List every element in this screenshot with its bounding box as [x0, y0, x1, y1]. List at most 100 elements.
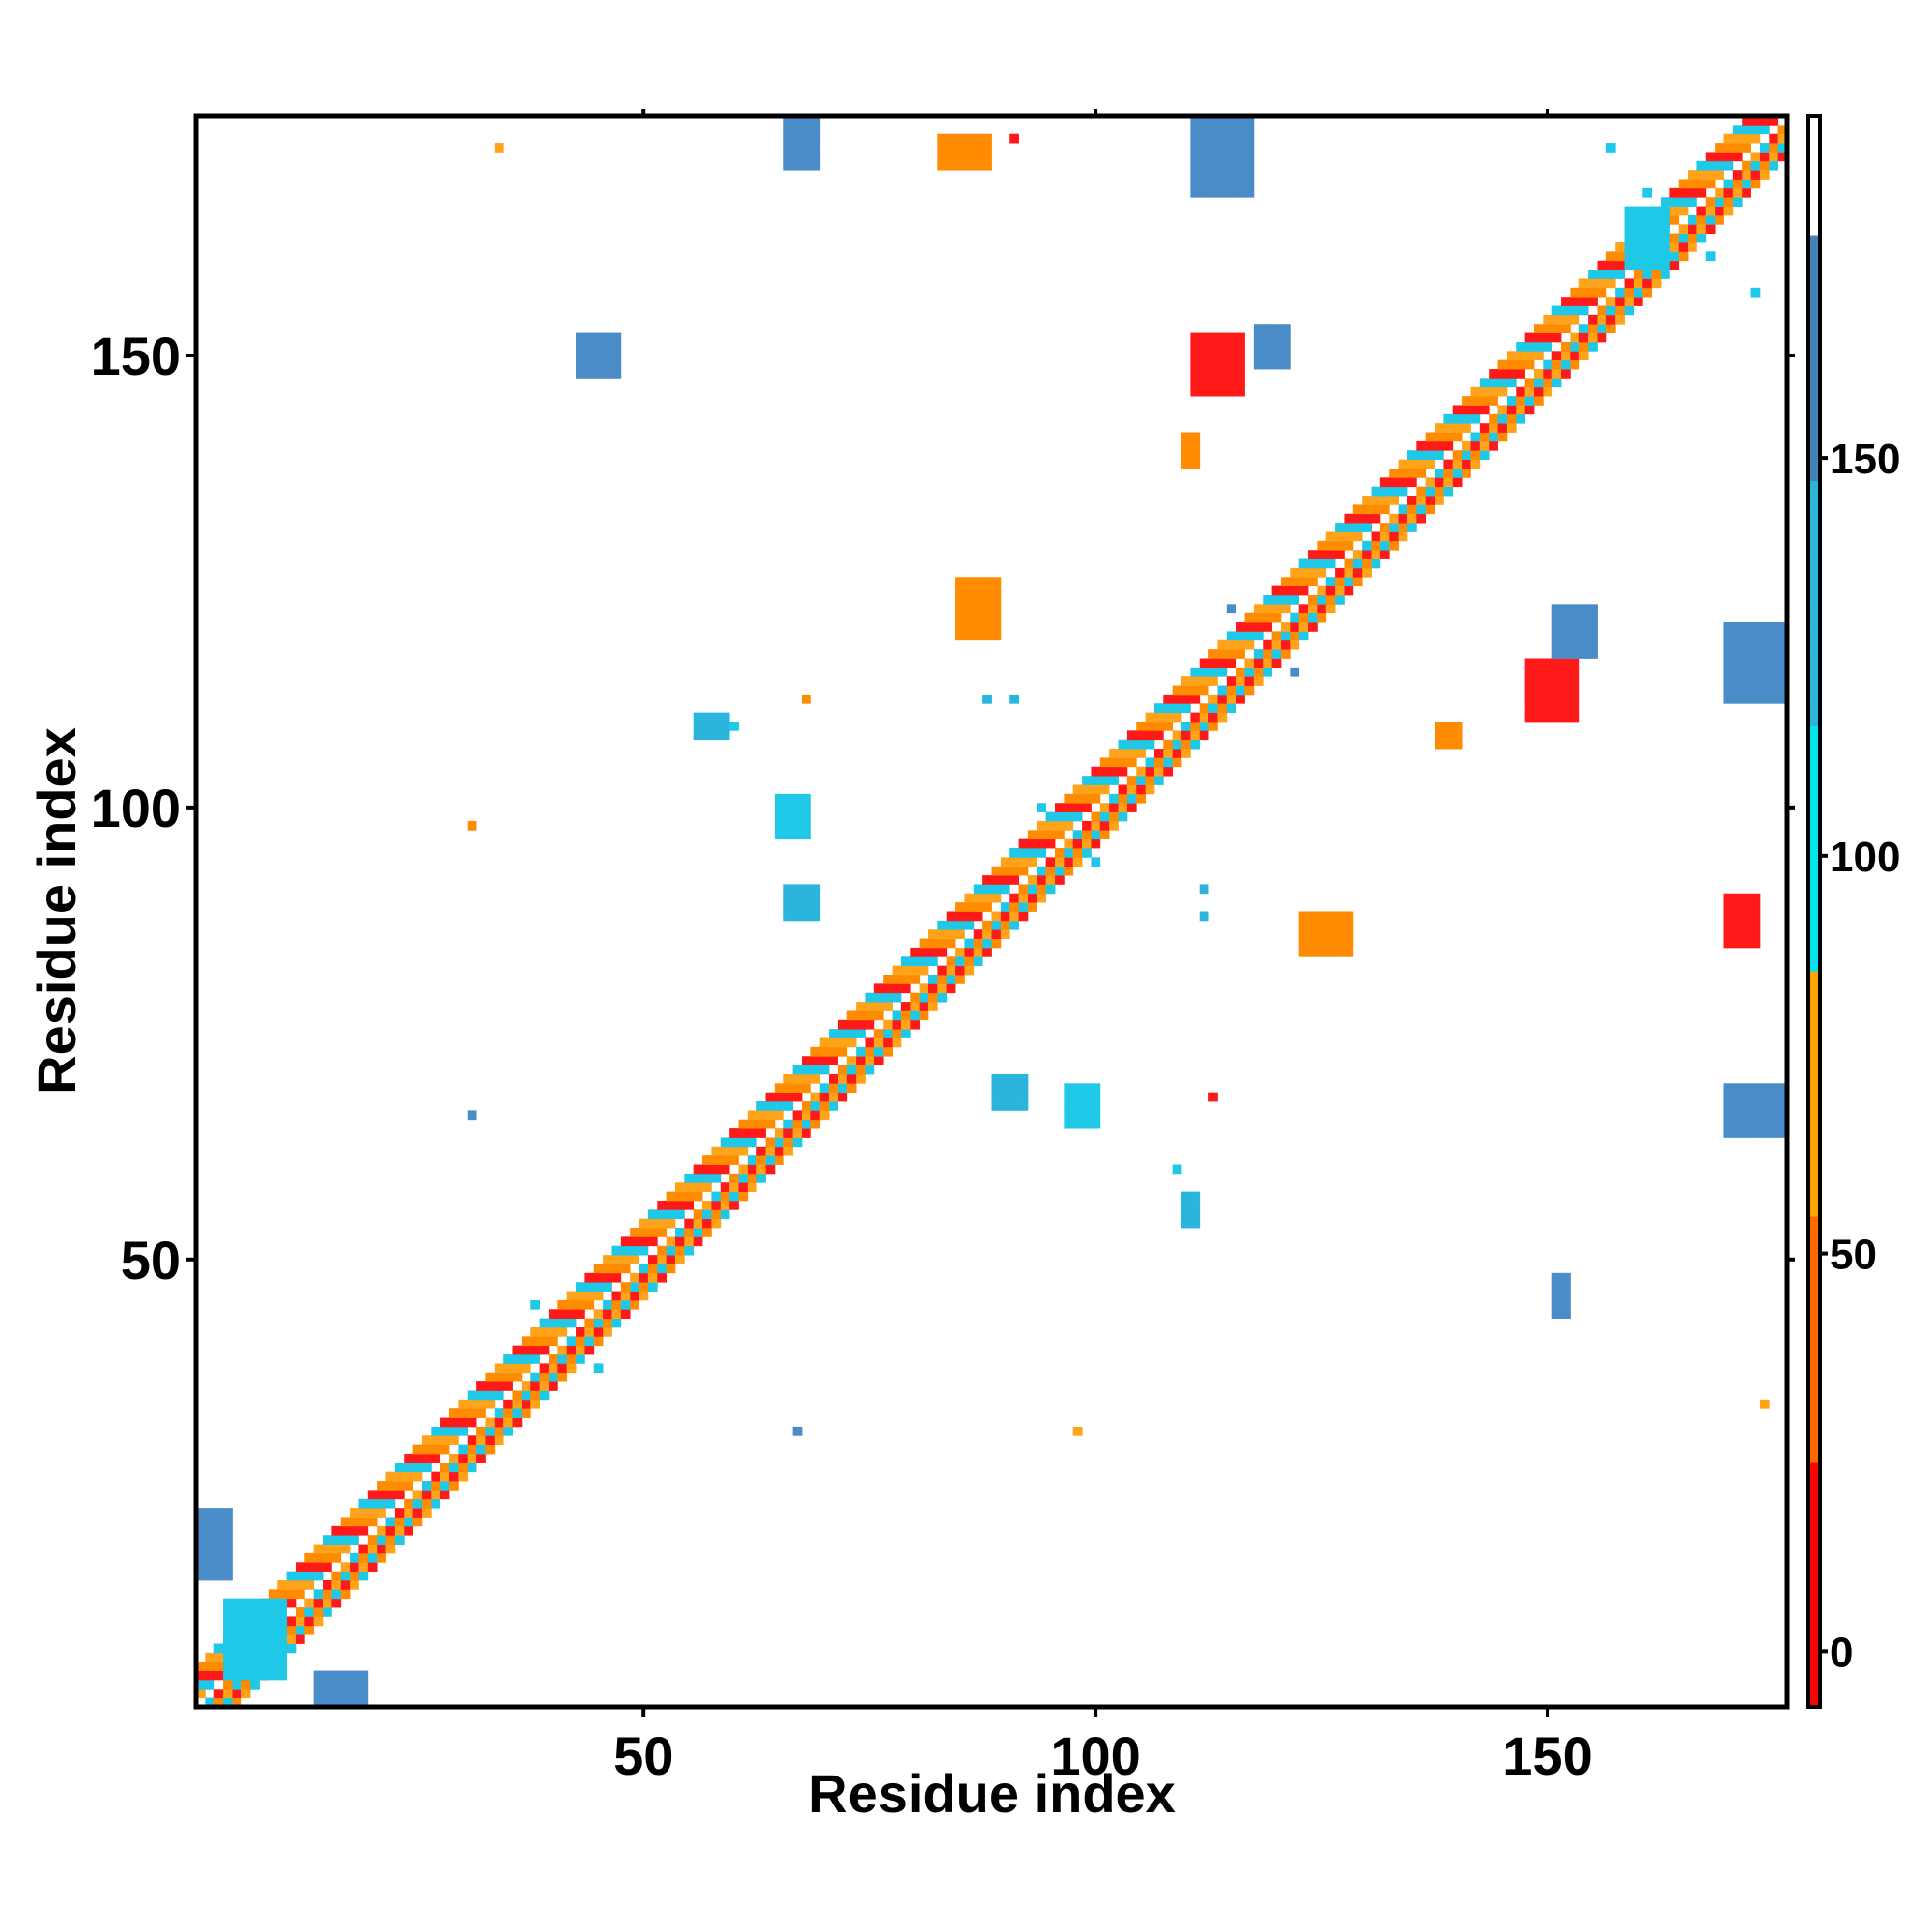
diagonal-cell	[819, 1092, 830, 1102]
contact-cell	[277, 1652, 287, 1662]
diagonal-cell	[756, 1173, 766, 1183]
contact-cell	[1524, 676, 1535, 686]
contact-cell	[1769, 1092, 1779, 1102]
diagonal-cell	[286, 1579, 297, 1590]
contact-cell	[1217, 386, 1228, 397]
diagonal-cell	[1742, 133, 1751, 144]
contact-cell	[259, 1634, 270, 1644]
diagonal-cell	[1533, 369, 1544, 379]
diagonal-cell	[313, 1589, 324, 1600]
contact-cell	[1190, 450, 1201, 460]
contact-cell	[1018, 1073, 1029, 1084]
diagonal-cell	[304, 1562, 315, 1573]
contact-cell	[576, 369, 585, 379]
contact-cell	[1651, 260, 1662, 270]
diagonal-cell	[458, 1426, 469, 1436]
diagonal-cell	[1732, 197, 1743, 207]
contact-cell	[603, 332, 612, 343]
diagonal-cell	[919, 956, 929, 967]
diagonal-cell	[1769, 143, 1779, 153]
contact-cell	[603, 359, 612, 370]
diagonal-cell	[1615, 242, 1625, 252]
diagonal-cell	[539, 1318, 550, 1328]
diagonal-cell	[1715, 197, 1724, 207]
diagonal-cell	[1462, 468, 1471, 478]
diagonal-cell	[1226, 631, 1236, 641]
diagonal-cell	[702, 1200, 712, 1210]
diagonal-cell	[593, 1318, 604, 1328]
contact-cell	[1750, 911, 1761, 922]
contact-cell	[801, 152, 811, 162]
contact-cell	[964, 585, 975, 596]
contact-cell	[584, 369, 595, 379]
contact-cell	[205, 1552, 215, 1563]
diagonal-cell	[512, 1390, 523, 1401]
diagonal-cell	[738, 1182, 749, 1192]
contact-cell	[1624, 233, 1634, 243]
diagonal-cell	[684, 1236, 695, 1247]
contact-cell	[1769, 1119, 1779, 1129]
diagonal-cell	[1416, 440, 1427, 451]
y-tick-label: 50	[121, 1230, 181, 1291]
diagonal-cell	[1253, 604, 1264, 614]
diagonal-cell	[1344, 540, 1354, 551]
contact-cell	[783, 160, 794, 171]
diagonal-cell	[1271, 585, 1282, 596]
contact-cell	[1208, 152, 1218, 162]
colorbar-gradient-step	[1808, 333, 1820, 358]
contact-cell	[1280, 332, 1291, 343]
diagonal-cell	[1696, 233, 1707, 243]
diagonal-cell	[657, 1228, 668, 1237]
diagonal-cell	[819, 1083, 830, 1094]
diagonal-cell	[964, 902, 975, 912]
diagonal-cell	[1009, 875, 1019, 885]
diagonal-cell	[892, 1010, 902, 1021]
contact-cell	[964, 622, 975, 632]
contact-cell	[232, 1598, 242, 1608]
contact-cell	[1344, 911, 1354, 922]
diagonal-cell	[323, 1598, 332, 1608]
diagonal-cell	[1082, 784, 1092, 795]
colorbar-gradient-step	[1808, 1682, 1820, 1708]
diagonal-cell	[937, 920, 948, 930]
diagonal-cell	[1723, 133, 1734, 144]
diagonal-cell	[810, 1046, 821, 1057]
contact-cell	[593, 369, 604, 379]
contact-cell	[1561, 685, 1571, 696]
contact-cell	[1226, 125, 1236, 135]
diagonal-cell	[1109, 811, 1119, 822]
diagonal-cell	[1615, 251, 1625, 262]
contact-cell	[973, 160, 983, 171]
diagonal-cell	[991, 893, 1002, 903]
contact-point	[982, 694, 992, 704]
diagonal-cell	[584, 1272, 595, 1283]
contact-cell	[268, 1634, 278, 1644]
contact-cell	[1000, 1083, 1010, 1094]
diagonal-cell	[1163, 757, 1174, 768]
diagonal-cell	[1099, 776, 1110, 785]
diagonal-cell	[711, 1209, 722, 1220]
diagonal-cell	[982, 884, 992, 895]
diagonal-cell	[1344, 523, 1354, 532]
diagonal-cell	[1651, 278, 1662, 289]
contact-cell	[801, 830, 811, 840]
diagonal-cell	[223, 1689, 233, 1699]
diagonal-cell	[1624, 287, 1634, 298]
diagonal-cell	[1406, 504, 1417, 515]
diagonal-cell	[1145, 721, 1155, 731]
diagonal-cell	[196, 1679, 206, 1690]
contact-cell	[774, 820, 784, 831]
diagonal-cell	[1263, 649, 1272, 659]
contact-cell	[1226, 116, 1236, 126]
x-tick-label: 150	[1502, 1725, 1592, 1786]
contact-cell	[268, 1670, 278, 1681]
contact-cell	[1570, 658, 1580, 668]
diagonal-cell	[539, 1326, 550, 1337]
diagonal-cell	[1506, 369, 1517, 379]
diagonal-cell	[1236, 639, 1245, 650]
diagonal-cell	[485, 1426, 496, 1436]
contact-cell	[1642, 206, 1653, 216]
contact-cell	[1190, 125, 1201, 135]
diagonal-cell	[449, 1435, 459, 1446]
diagonal-cell	[1379, 486, 1390, 497]
